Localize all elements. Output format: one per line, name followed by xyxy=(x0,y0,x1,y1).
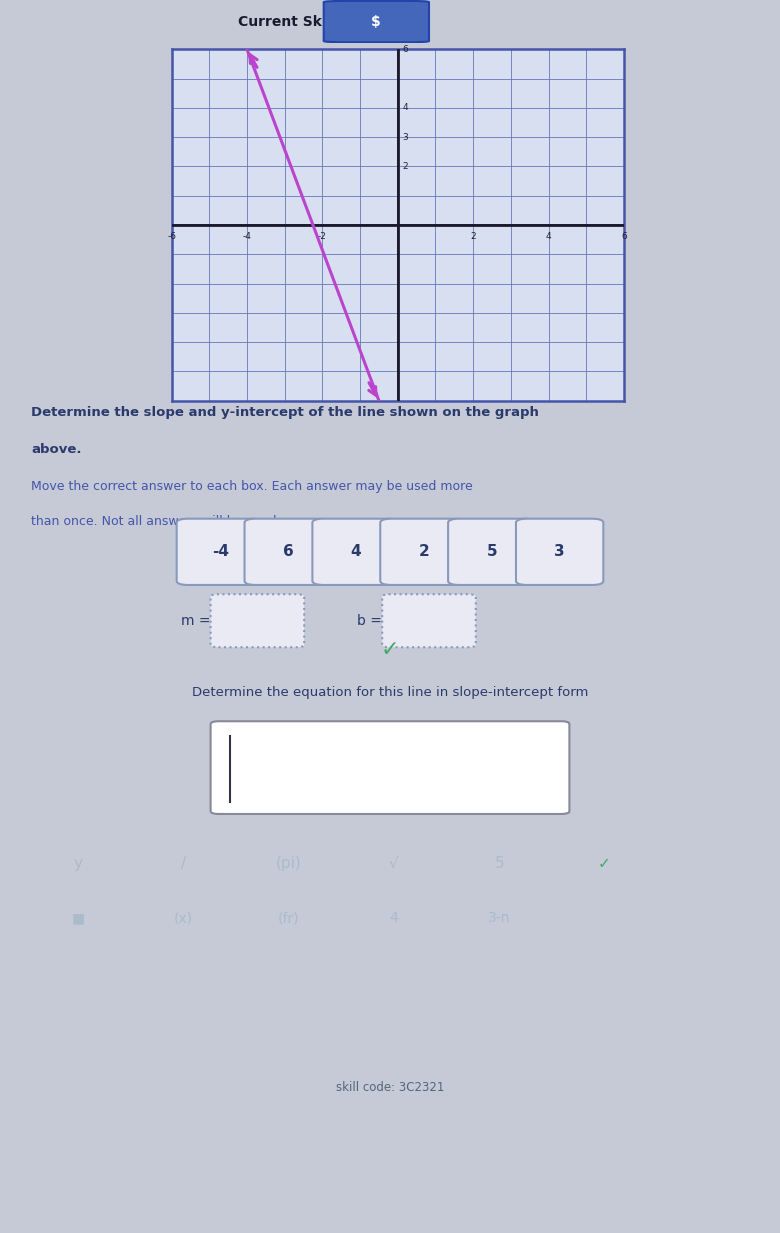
Text: Current Skill: Current Skill xyxy=(238,15,335,28)
Text: y: y xyxy=(73,856,83,870)
Text: 3: 3 xyxy=(555,544,565,560)
Text: ✓: ✓ xyxy=(598,856,611,870)
FancyBboxPatch shape xyxy=(245,519,332,584)
Text: 2: 2 xyxy=(470,232,476,242)
Text: (fr): (fr) xyxy=(278,911,300,925)
Text: 6: 6 xyxy=(283,544,293,560)
FancyBboxPatch shape xyxy=(211,594,304,647)
FancyBboxPatch shape xyxy=(211,721,569,814)
Text: /: / xyxy=(181,856,186,870)
FancyBboxPatch shape xyxy=(382,594,476,647)
Text: 3-n: 3-n xyxy=(488,911,510,925)
Text: (pi): (pi) xyxy=(275,856,302,870)
Text: b =: b = xyxy=(357,614,382,628)
Text: ■: ■ xyxy=(72,911,84,925)
Text: -4: -4 xyxy=(212,544,229,560)
Text: $: $ xyxy=(371,15,381,28)
Text: 2: 2 xyxy=(402,162,408,171)
Text: 5: 5 xyxy=(487,544,497,560)
Text: 6: 6 xyxy=(621,232,627,242)
Text: √: √ xyxy=(389,856,399,870)
Text: Determine the slope and y-intercept of the line shown on the graph: Determine the slope and y-intercept of t… xyxy=(31,406,539,419)
Text: (x): (x) xyxy=(174,911,193,925)
Text: 6: 6 xyxy=(402,44,408,54)
Text: 4: 4 xyxy=(389,911,399,925)
Text: -6: -6 xyxy=(167,232,176,242)
Text: Move the correct answer to each box. Each answer may be used more: Move the correct answer to each box. Eac… xyxy=(31,480,473,493)
FancyBboxPatch shape xyxy=(176,519,264,584)
Text: 2: 2 xyxy=(419,544,429,560)
Text: 4: 4 xyxy=(402,104,408,112)
FancyBboxPatch shape xyxy=(380,519,467,584)
Text: -2: -2 xyxy=(318,232,327,242)
Text: above.: above. xyxy=(31,443,82,456)
FancyBboxPatch shape xyxy=(448,519,535,584)
Text: m =: m = xyxy=(181,614,211,628)
Text: -4: -4 xyxy=(243,232,251,242)
Text: Determine the equation for this line in slope-intercept form: Determine the equation for this line in … xyxy=(192,687,588,699)
Text: ✓: ✓ xyxy=(381,640,399,661)
Text: skill code: 3C2321: skill code: 3C2321 xyxy=(336,1080,444,1094)
Text: 3: 3 xyxy=(402,133,408,142)
Text: 5: 5 xyxy=(495,856,504,870)
Text: 4: 4 xyxy=(546,232,551,242)
FancyBboxPatch shape xyxy=(312,519,399,584)
FancyBboxPatch shape xyxy=(516,519,604,584)
Text: than once. Not all answers will be used.: than once. Not all answers will be used. xyxy=(31,514,281,528)
FancyBboxPatch shape xyxy=(324,1,429,42)
Text: 4: 4 xyxy=(351,544,361,560)
